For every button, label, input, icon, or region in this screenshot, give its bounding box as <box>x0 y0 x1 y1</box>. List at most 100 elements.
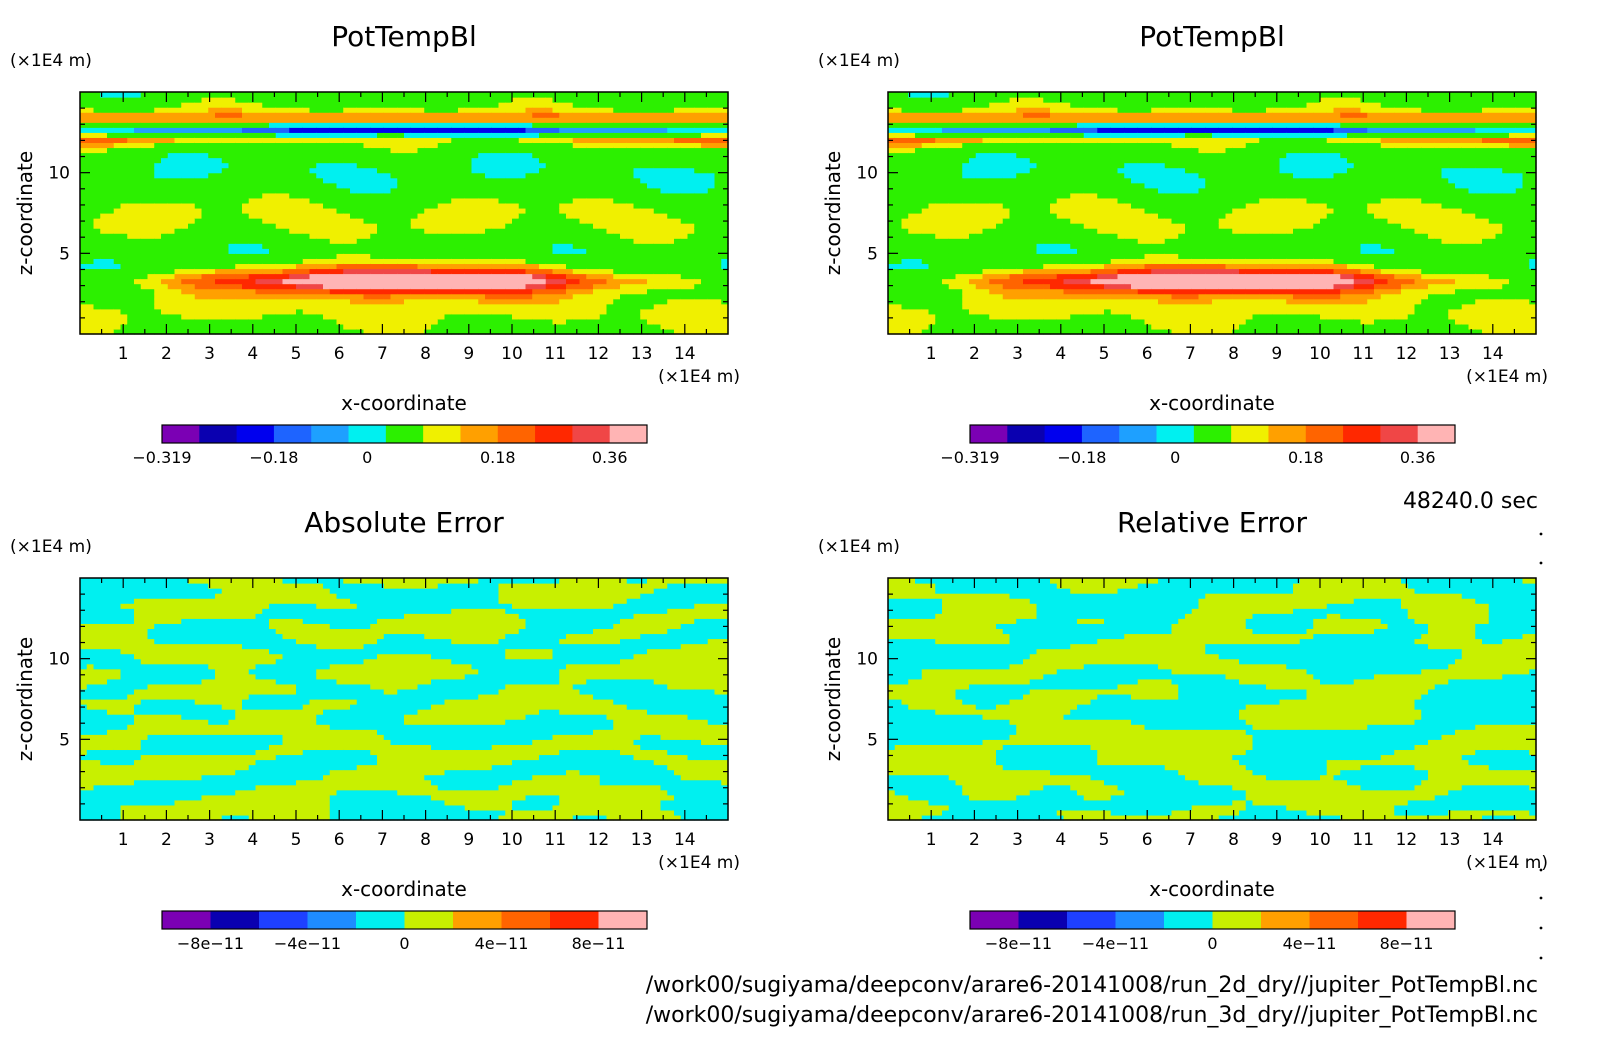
heatmap-cell <box>174 283 182 290</box>
heatmap-cell <box>201 142 209 149</box>
heatmap-cell <box>329 182 338 189</box>
heatmap-cell <box>687 167 695 174</box>
heatmap-cell <box>167 233 176 239</box>
heatmap-cell <box>620 182 628 189</box>
heatmap-cell <box>404 127 412 133</box>
heatmap-cell <box>316 268 324 275</box>
heatmap-cell <box>478 172 486 179</box>
heatmap-cell <box>667 182 675 189</box>
heatmap-cell <box>86 278 95 285</box>
heatmap-cell <box>107 258 115 265</box>
heatmap-cell <box>275 162 284 169</box>
heatmap-cell <box>316 253 324 259</box>
heatmap-cell <box>242 308 250 315</box>
heatmap-cell <box>282 167 290 174</box>
heatmap-cell <box>431 248 439 254</box>
heatmap-cell <box>120 192 128 199</box>
heatmap-cell <box>289 308 297 315</box>
heatmap-cell <box>377 97 385 103</box>
heatmap-cell <box>491 223 500 229</box>
heatmap-cell <box>107 112 115 118</box>
heatmap-cell <box>282 97 290 103</box>
heatmap-cell <box>417 303 425 310</box>
heatmap-cell <box>323 127 331 133</box>
heatmap-cell <box>181 127 189 133</box>
heatmap-cell <box>377 283 385 290</box>
heatmap-cell <box>404 313 412 320</box>
heatmap-cell <box>444 293 452 300</box>
heatmap-cell <box>640 142 648 149</box>
heatmap-cell <box>721 157 729 164</box>
heatmap-cell <box>721 278 729 285</box>
heatmap-cell <box>242 228 250 234</box>
heatmap-cell <box>147 97 155 103</box>
heatmap-cell <box>161 293 169 300</box>
heatmap-cell <box>512 248 520 254</box>
heatmap-cell <box>498 323 506 330</box>
heatmap-cell <box>370 228 378 234</box>
heatmap-cell <box>86 298 95 305</box>
x-tick-label: 10 <box>501 344 523 364</box>
heatmap-cell <box>894 202 903 209</box>
heatmap-cell <box>147 182 155 189</box>
heatmap-cell <box>86 132 95 138</box>
heatmap-cell <box>248 288 257 295</box>
heatmap-cell <box>613 278 621 285</box>
heatmap-cell <box>134 233 142 239</box>
heatmap-cell <box>302 137 311 144</box>
heatmap-cell <box>93 313 101 320</box>
heatmap-cell <box>404 258 412 265</box>
heatmap-cell <box>626 278 635 285</box>
heatmap-cell <box>336 268 344 275</box>
heatmap-cell <box>154 313 162 320</box>
heatmap-cell <box>586 258 594 265</box>
heatmap-cell <box>127 207 135 214</box>
heatmap-cell <box>606 187 614 194</box>
heatmap-cell <box>329 97 338 103</box>
heatmap-cell <box>161 238 169 244</box>
heatmap-cell <box>323 182 331 189</box>
heatmap-cell <box>417 177 425 184</box>
heatmap-cell <box>572 207 581 214</box>
heatmap-cell <box>167 107 176 113</box>
heatmap-cell <box>559 308 567 315</box>
heatmap-cell <box>908 147 916 154</box>
heatmap-cell <box>289 228 297 234</box>
heatmap-cell <box>613 177 621 184</box>
heatmap-cell <box>93 238 101 244</box>
heatmap-cell <box>329 142 338 149</box>
heatmap-cell <box>707 328 716 335</box>
heatmap-cell <box>316 213 324 219</box>
heatmap-cell <box>599 207 608 214</box>
heatmap-cell <box>471 293 479 300</box>
heatmap-cell <box>915 152 923 159</box>
heatmap-cell <box>458 243 466 249</box>
heatmap-cell <box>633 107 641 113</box>
heatmap-cell <box>269 293 277 300</box>
heatmap-cell <box>201 293 209 300</box>
heatmap-cell <box>201 213 209 219</box>
heatmap-cell <box>620 258 628 265</box>
heatmap-cell <box>505 293 513 300</box>
heatmap-cell <box>167 97 176 103</box>
heatmap-cell <box>383 187 392 194</box>
heatmap-cell <box>451 137 459 144</box>
heatmap-cell <box>100 92 108 98</box>
heatmap-cell <box>901 328 909 335</box>
heatmap-cell <box>451 293 459 300</box>
heatmap-cell <box>93 92 101 98</box>
heatmap-cell <box>194 102 203 108</box>
heatmap-cell <box>721 112 729 118</box>
heatmap-cell <box>518 273 527 280</box>
heatmap-cell <box>242 207 250 214</box>
heatmap-cell <box>915 202 923 209</box>
heatmap-cell <box>647 167 655 174</box>
heatmap-cell <box>147 192 155 199</box>
heatmap-cell <box>640 97 648 103</box>
heatmap-cell <box>505 172 513 179</box>
heatmap-cell <box>248 233 257 239</box>
heatmap-cell <box>908 328 916 335</box>
heatmap-cell <box>161 137 169 144</box>
heatmap-cell <box>377 258 385 265</box>
heatmap-cell <box>269 318 277 325</box>
